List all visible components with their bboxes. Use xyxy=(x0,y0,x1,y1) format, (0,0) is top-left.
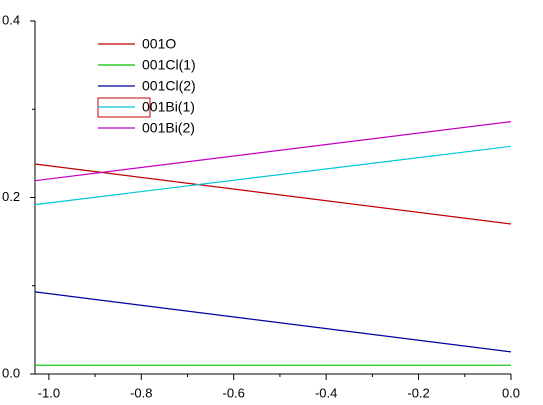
series-line xyxy=(34,121,512,182)
x-tick-label: -0.2 xyxy=(407,385,429,400)
y-tick-label: 0.0 xyxy=(2,365,20,380)
legend-label: 001Cl(1) xyxy=(142,57,196,73)
legend-label: 001Bi(2) xyxy=(142,120,195,136)
legend-label: 001O xyxy=(142,36,176,52)
legend-label: 001Cl(2) xyxy=(142,78,196,94)
x-tick-label: -0.6 xyxy=(223,385,245,400)
x-tick-label: -1.0 xyxy=(38,385,60,400)
legend-label: 001Bi(1) xyxy=(142,99,195,115)
series-line xyxy=(34,163,512,225)
x-tick-label: -0.8 xyxy=(130,385,152,400)
x-tick-label: -0.4 xyxy=(315,385,337,400)
series-line xyxy=(34,291,512,353)
x-tick-label: 0.0 xyxy=(502,385,520,400)
series-line xyxy=(34,145,512,206)
y-tick-label: 0.4 xyxy=(2,12,20,27)
y-tick-label: 0.2 xyxy=(2,189,20,204)
